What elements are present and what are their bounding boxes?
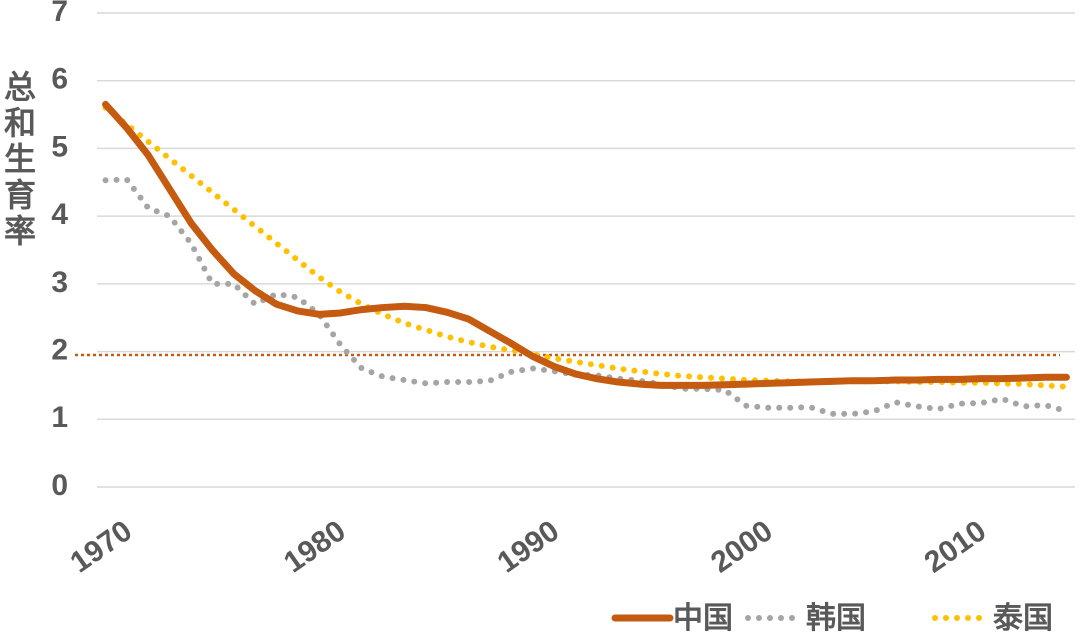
y-tick-label: 3 xyxy=(51,266,68,299)
x-tick-label: 2000 xyxy=(705,514,779,579)
y-tick-label: 6 xyxy=(51,63,68,96)
x-tick-label: 1970 xyxy=(64,514,138,579)
y-tick-label: 5 xyxy=(51,130,68,163)
legend-label: 泰国 xyxy=(993,602,1053,635)
x-tick-label: 1990 xyxy=(492,514,566,579)
y-axis-label: 总和生育率 xyxy=(0,70,36,250)
y-tick-label: 2 xyxy=(51,333,68,366)
legend-label: 中国 xyxy=(673,602,733,635)
y-tick-label: 7 xyxy=(51,0,68,28)
legend-label: 韩国 xyxy=(806,602,866,635)
x-tick-label: 1980 xyxy=(278,514,352,579)
y-tick-label: 1 xyxy=(51,401,68,434)
x-tick-label: 2010 xyxy=(919,514,993,579)
series-line xyxy=(102,100,1070,389)
y-tick-label: 4 xyxy=(51,198,68,231)
series-line xyxy=(102,104,1070,390)
y-tick-label: 0 xyxy=(51,469,68,502)
